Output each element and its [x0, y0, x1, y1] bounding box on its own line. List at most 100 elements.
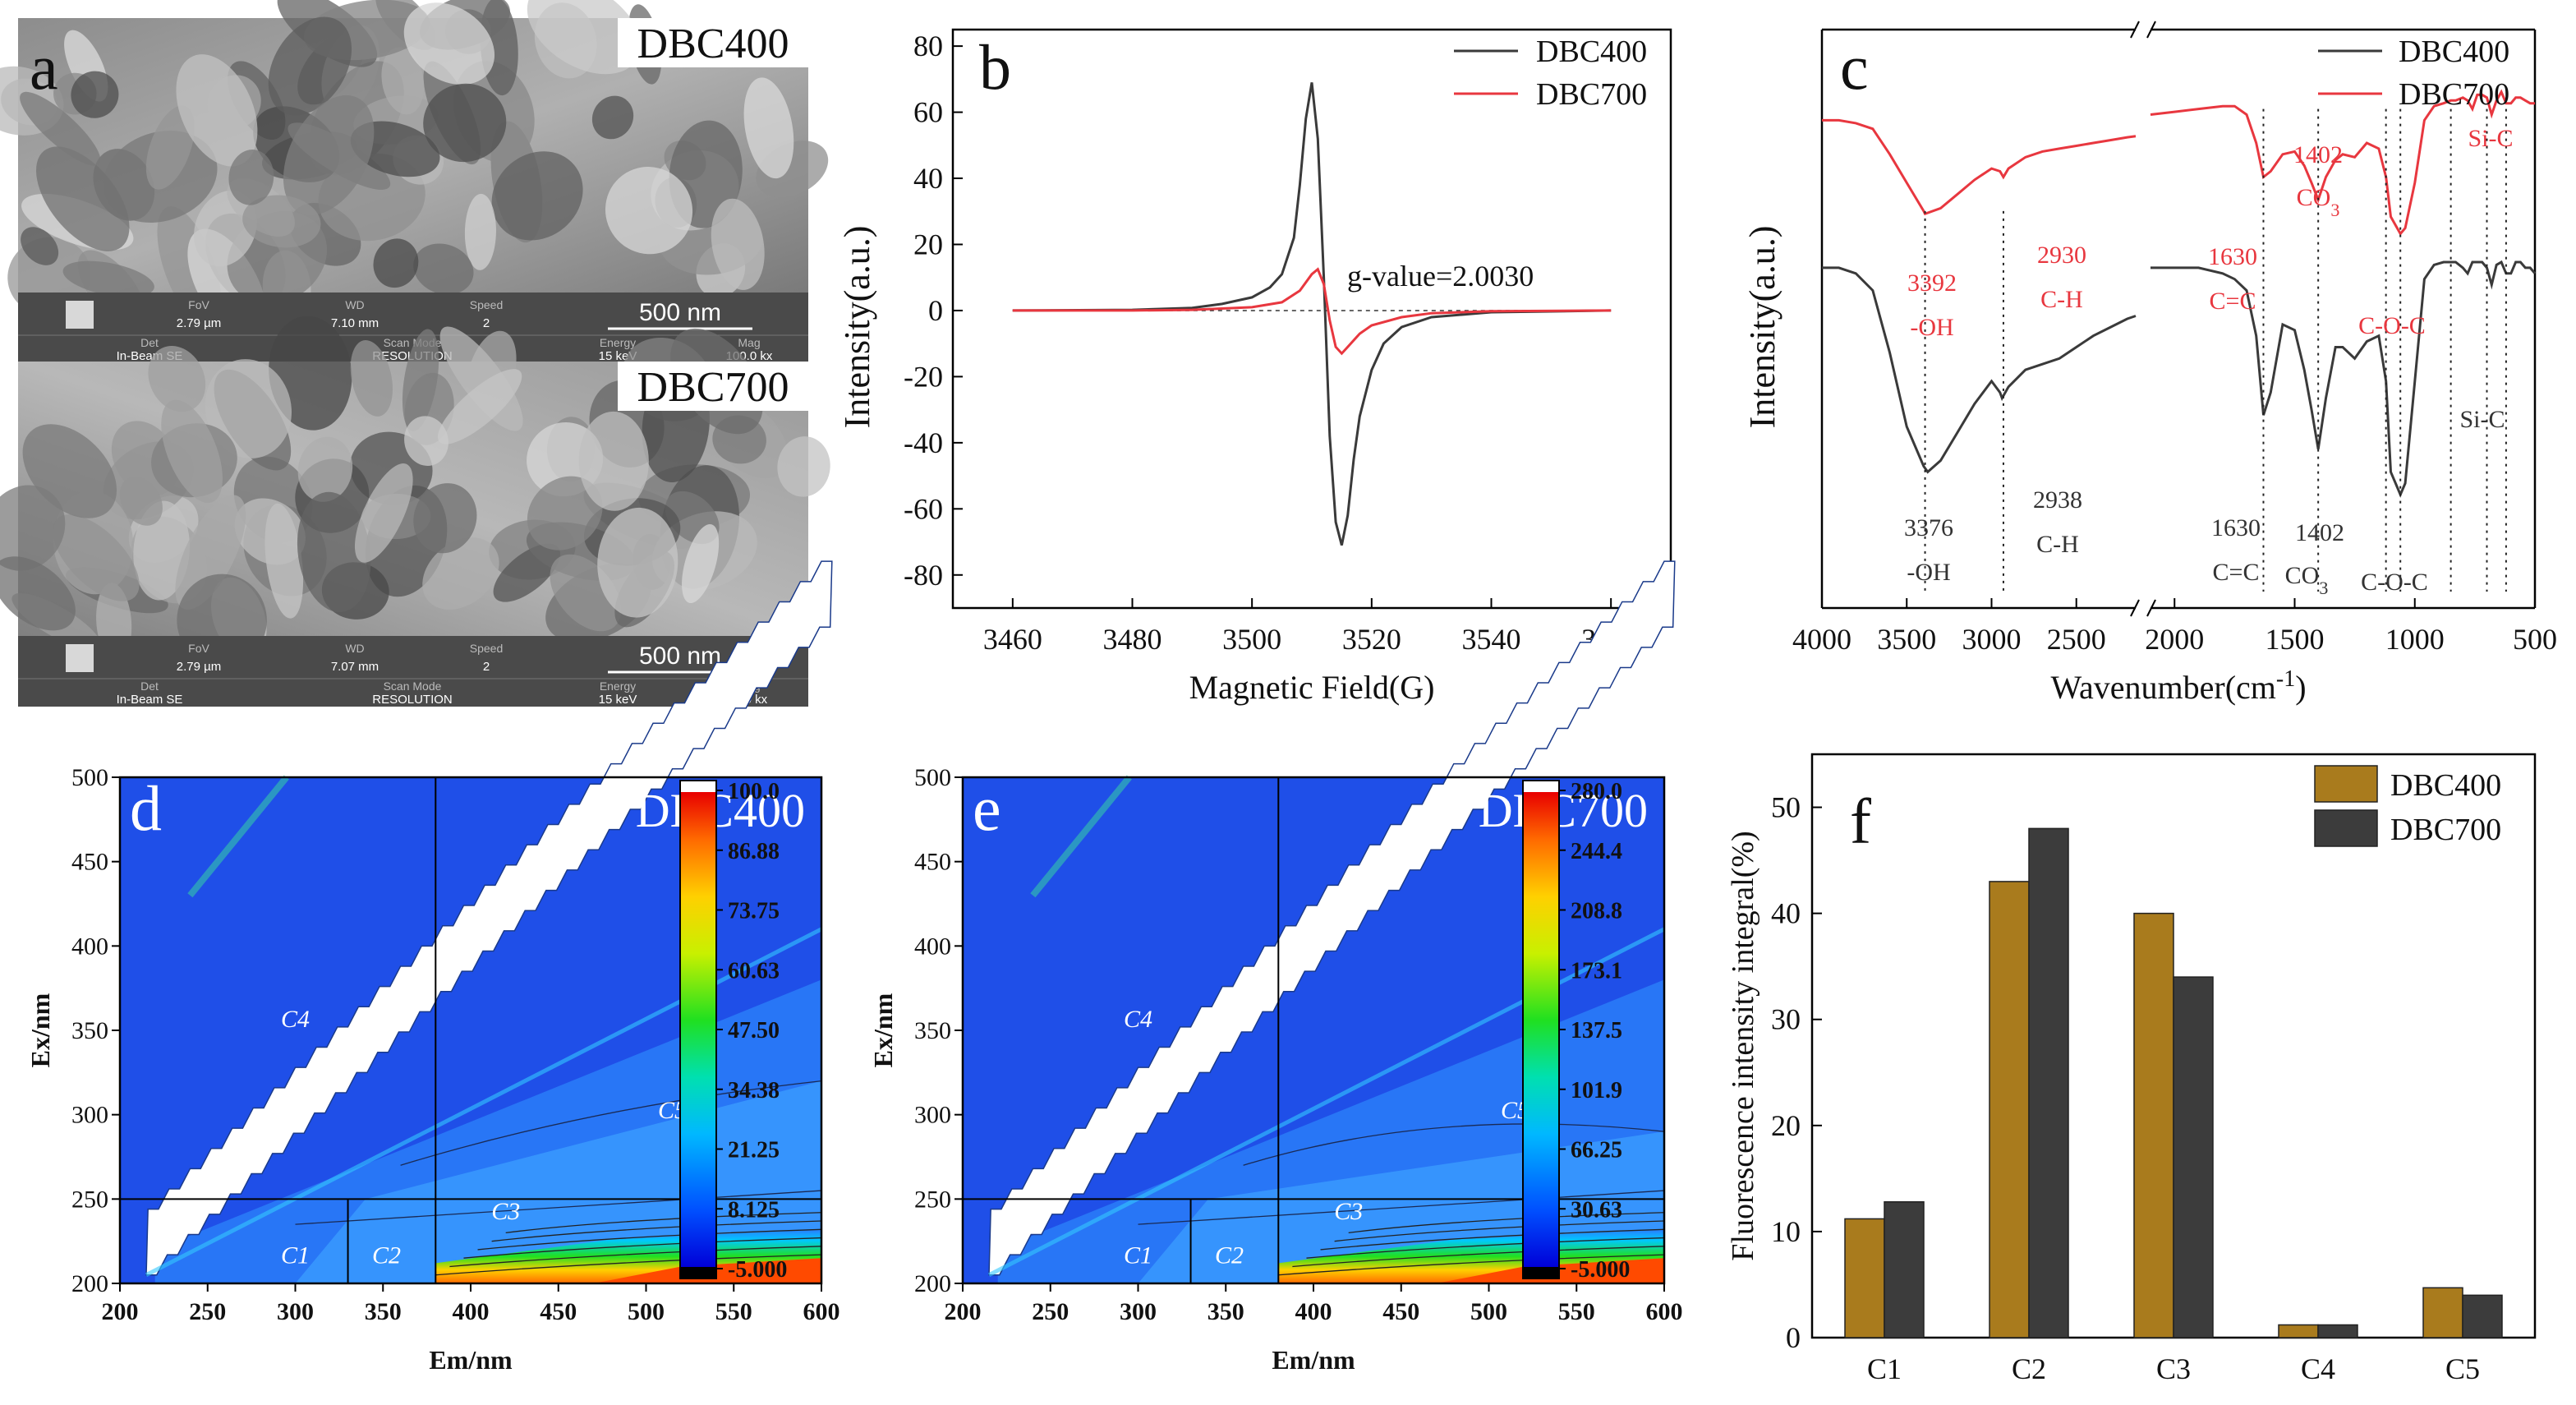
panel-letter-d: d [130, 772, 162, 844]
legend-label-dbc700: DBC700 [1536, 77, 1647, 112]
peak-annotation: C-O-C [2361, 569, 2428, 596]
sem-logo-icon [66, 301, 94, 329]
x-tick-label: 500 [628, 1298, 665, 1325]
x-tick-label: 400 [1295, 1298, 1332, 1325]
peak-annotation: Si-C [2468, 125, 2513, 152]
sem-info-value: RESOLUTION [372, 693, 453, 707]
x-tick-label: 200 [102, 1298, 139, 1325]
sem-info-label: Mag [738, 336, 760, 349]
x-tick-label: 600 [803, 1298, 840, 1325]
y-tick-label: 50 [1771, 791, 1801, 824]
eem-title: DBC700 [1479, 784, 1648, 837]
x-tick-label: 400 [453, 1298, 490, 1325]
bar-dbc400-c4 [2279, 1325, 2318, 1338]
y-tick-label: 450 [914, 849, 951, 876]
sem-info-label: FoV [188, 298, 209, 311]
legend-label-dbc700: DBC700 [2390, 813, 2501, 847]
x-axis-label: Em/nm [1272, 1345, 1355, 1375]
colorbar-gradient [1523, 792, 1559, 1267]
x-tick-label: 350 [1208, 1298, 1244, 1325]
panel-c: 4000 3500 3000 2500 2000 1500 1000 500 3376 -OH 29… [1742, 21, 2557, 706]
figure-canvas: FoV2.79 µmWD7.10 mmSpeed2DetIn-Beam SESc… [0, 0, 2576, 1405]
y-tick-label: 0 [1786, 1321, 1801, 1354]
x-tick-label: 300 [277, 1298, 314, 1325]
x-tick-label: 3520 [1342, 623, 1401, 656]
y-axis-label: Fluorescence intensity integral(%) [1726, 831, 1760, 1260]
x-tick-label: 300 [1120, 1298, 1157, 1325]
y-axis-label: Ex/nm [868, 993, 898, 1067]
y-tick-label: 40 [913, 162, 943, 195]
x-tick-label: 3540 [1462, 623, 1521, 656]
panel-letter-f: f [1850, 785, 1871, 857]
sem-info-value: 2 [483, 316, 490, 330]
peak-annotation: C-O-C [2358, 312, 2426, 339]
y-tick-label: 250 [914, 1186, 951, 1213]
y-tick-label: 450 [71, 849, 108, 876]
annotation-subscript: 3 [2330, 200, 2339, 220]
y-tick-label: 20 [913, 228, 943, 260]
x-axis-label-close: ) [2295, 669, 2306, 706]
peak-annotation: C-H [2036, 531, 2079, 558]
y-tick-label: 350 [71, 1017, 108, 1044]
x-tick-label: 3000 [1962, 623, 2021, 656]
sem-info-value: 15 keV [599, 693, 637, 707]
y-axis-label: Intensity(a.u.) [837, 226, 877, 429]
plot-frame [953, 30, 1671, 608]
colorbar-tick-label: -5.000 [728, 1257, 787, 1283]
legend-label-dbc700: DBC700 [2399, 77, 2509, 112]
sem-image-dbc700: FoV2.79 µmWD7.07 mmSpeed2DetIn-Beam SESc… [0, 311, 834, 707]
x-tick-label: 3480 [1103, 623, 1162, 656]
peak-annotation: C=C [2213, 559, 2260, 586]
region-label-c2: C2 [1215, 1241, 1244, 1269]
sem-info-value: 2.79 µm [177, 316, 222, 330]
peak-annotation: 2938 [2033, 486, 2082, 514]
y-tick-label: 400 [71, 933, 108, 960]
peak-annotation: C-H [2040, 286, 2083, 313]
peak-annotation: 1630 [2208, 243, 2257, 270]
g-value-annotation: g-value=2.0030 [1347, 260, 1534, 293]
sem-label: DBC700 [637, 364, 789, 411]
peak-annotation: 1630 [2211, 514, 2261, 541]
x-tick-label: 200 [945, 1298, 982, 1325]
peak-annotation: -OH [1907, 559, 1950, 586]
x-tick-label: C3 [2156, 1352, 2191, 1385]
sem-scale-label: 500 nm [639, 299, 721, 326]
x-axis-label: Magnetic Field(G) [1189, 669, 1435, 706]
y-tick-label: 40 [1771, 897, 1801, 930]
sem-info-label: WD [345, 642, 364, 655]
y-axis-label: Intensity(a.u.) [1742, 226, 1782, 429]
region-label-c3: C3 [1334, 1198, 1363, 1225]
y-axis-label: Ex/nm [25, 993, 55, 1067]
bar-dbc400-c1 [1845, 1218, 1884, 1338]
sem-info-value: 7.07 mm [331, 660, 379, 674]
panel-b: 346034803500352035403560-80-60-40-200204… [837, 30, 1671, 706]
y-tick-label: -80 [904, 559, 943, 592]
peak-annotation: -OH [1910, 314, 1953, 341]
legend-label-dbc400: DBC400 [2399, 35, 2509, 69]
bar-dbc400-c3 [2134, 914, 2174, 1338]
colorbar-tick-label: 66.25 [1571, 1138, 1622, 1163]
x-axis-label: Em/nm [429, 1345, 513, 1375]
peak-annotation: 1402 [2293, 141, 2343, 168]
colorbar-tick-label: 60.63 [728, 958, 780, 984]
y-tick-label: 200 [914, 1270, 951, 1297]
peak-annotation: 3376 [1904, 514, 1953, 541]
y-tick-label: 10 [1771, 1215, 1801, 1248]
colorbar-tick-label: 208.8 [1571, 899, 1622, 924]
bar-dbc700-c1 [1884, 1202, 1924, 1338]
bar-dbc700-c2 [2029, 828, 2068, 1338]
y-tick-label: 500 [71, 764, 108, 791]
peak-annotation: 3392 [1907, 269, 1957, 297]
sem-info-label: Speed [470, 298, 503, 311]
region-label-c3: C3 [491, 1198, 520, 1225]
y-tick-label: -40 [904, 426, 943, 459]
colorbar-tick-label: 8.125 [728, 1197, 780, 1223]
colorbar-tick-label: 34.38 [728, 1078, 780, 1103]
colorbar-tick-label: 21.25 [728, 1138, 780, 1163]
y-tick-label: 30 [1771, 1003, 1801, 1036]
peak-annotation: 1402 [2295, 519, 2344, 546]
y-tick-label: 300 [71, 1102, 108, 1129]
y-tick-label: 500 [914, 764, 951, 791]
y-tick-label: 20 [1771, 1109, 1801, 1142]
